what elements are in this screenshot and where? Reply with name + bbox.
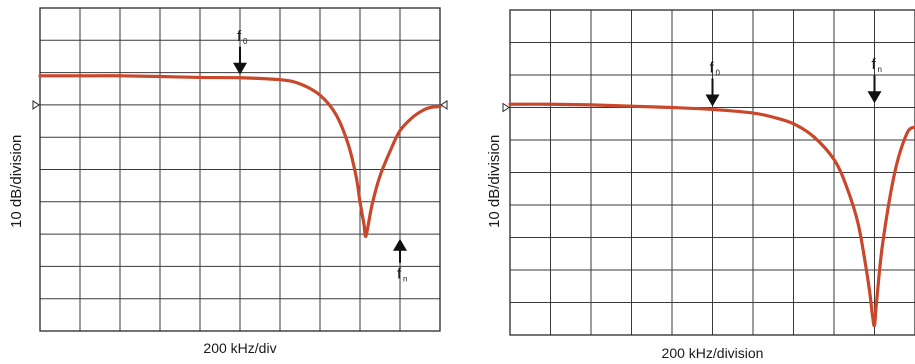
chart-left-plot: f 0f n: [32, 7, 448, 332]
reference-level-marker-right: [440, 99, 448, 110]
marker-arrow-head: [233, 62, 247, 75]
marker-label: f: [872, 56, 877, 73]
y-axis-label: 10 dB/division: [8, 134, 25, 228]
response-trace-line: [38, 74, 442, 238]
x-axis-label: 200 kHz/div: [203, 340, 277, 356]
marker-label: f: [710, 59, 715, 76]
marker-label: f: [397, 266, 402, 283]
plot-frame: [509, 9, 915, 336]
reference-level-marker-left: [32, 99, 40, 110]
marker-arrow-head: [867, 91, 882, 104]
marker-label-subscript: 0: [243, 37, 248, 46]
reference-level-marker-left: [502, 102, 510, 113]
marker-label-subscript: n: [403, 275, 407, 284]
marker-arrow-head: [393, 238, 407, 251]
y-axis-label: 10 dB/division: [486, 134, 503, 228]
marker-label: f: [237, 28, 242, 45]
marker-label-subscript: n: [878, 65, 882, 74]
plot-frame: [39, 7, 441, 332]
x-axis-label: 200 kHz/division: [661, 345, 764, 361]
marker-arrow-head: [705, 94, 720, 107]
marker-label-subscript: 0: [716, 68, 721, 77]
response-trace-line: [508, 102, 915, 328]
